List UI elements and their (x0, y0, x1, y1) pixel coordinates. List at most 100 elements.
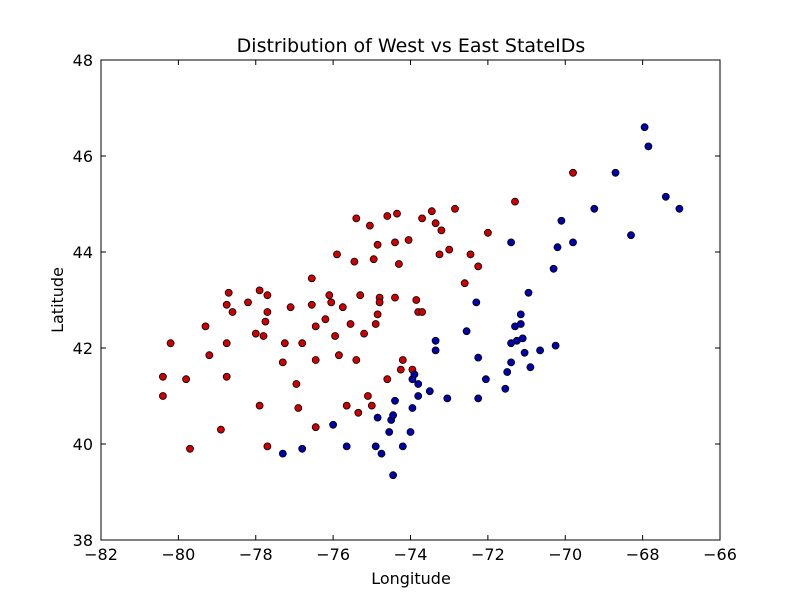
x-tick-label: −78 (239, 545, 273, 564)
data-point-blue (414, 392, 423, 400)
data-point-red (451, 204, 459, 213)
data-point-red (334, 351, 343, 360)
data-point-red (182, 375, 191, 384)
data-point-blue (481, 375, 490, 384)
data-point-red (435, 250, 444, 259)
data-point-blue (377, 449, 386, 458)
data-point-blue (644, 142, 653, 151)
data-point-red (331, 332, 340, 340)
data-point-blue (507, 358, 516, 367)
data-point-red (325, 291, 334, 300)
data-point-red (375, 298, 384, 307)
data-point-red (569, 168, 577, 177)
y-tick-label: 44 (73, 243, 93, 262)
data-point-red (373, 310, 382, 319)
data-point-red (186, 444, 194, 453)
data-point-red (280, 339, 289, 348)
data-point-blue (590, 204, 599, 213)
x-tick-label: −66 (703, 545, 737, 564)
data-point-blue (520, 348, 529, 357)
points-layer (158, 123, 684, 480)
y-tick-label: 42 (73, 339, 93, 358)
data-point-blue (329, 420, 338, 429)
data-point-red (286, 303, 295, 312)
data-point-blue (640, 123, 649, 132)
data-point-blue (371, 442, 380, 451)
data-point-red (311, 423, 320, 432)
data-point-blue (569, 238, 577, 247)
data-point-red (255, 401, 264, 410)
data-point-red (393, 209, 401, 218)
data-point-blue (278, 449, 287, 458)
data-point-red (511, 197, 519, 206)
x-tick-label: −70 (548, 545, 582, 564)
data-point-red (418, 308, 427, 316)
data-point-blue (627, 231, 635, 240)
data-point-blue (553, 243, 562, 252)
data-point-red (354, 408, 363, 417)
data-point-red (321, 315, 330, 324)
data-point-red (307, 300, 316, 309)
data-point-red (398, 356, 407, 364)
x-tick-label: −76 (316, 545, 350, 564)
data-point-blue (389, 471, 398, 480)
data-point-red (263, 442, 272, 451)
data-point-blue (391, 396, 399, 405)
x-axis: −82 −80 −78 −76 −74 −72 −70 −68 −66 (84, 60, 737, 564)
data-point-red (166, 339, 175, 348)
data-point-blue (431, 336, 440, 345)
data-point-blue (536, 346, 544, 355)
data-point-blue (557, 216, 566, 225)
data-point-red (222, 372, 231, 381)
data-point-red (278, 358, 287, 367)
data-point-red (342, 401, 351, 410)
x-tick-label: −72 (471, 545, 505, 564)
x-tick-label: −80 (161, 545, 195, 564)
x-tick-label: −74 (394, 545, 428, 564)
data-point-red (292, 380, 301, 388)
data-point-blue (408, 404, 417, 412)
data-point-red (259, 332, 268, 340)
data-point-blue (611, 168, 620, 177)
data-point-red (224, 288, 233, 297)
data-point-red (396, 365, 405, 374)
data-point-blue (472, 298, 481, 307)
data-point-red (222, 300, 231, 309)
data-point-blue (431, 346, 440, 355)
data-point-red (294, 404, 303, 412)
data-point-blue (503, 368, 512, 376)
data-point-blue (474, 394, 483, 403)
data-point-red (445, 245, 454, 254)
data-point-blue (298, 444, 307, 453)
data-point-red (158, 392, 167, 400)
data-point-red (205, 351, 214, 360)
data-point-red (311, 322, 320, 331)
data-point-red (158, 372, 167, 381)
data-point-red (352, 214, 361, 223)
data-point-red (251, 329, 260, 338)
data-point-red (338, 303, 347, 312)
data-point-red (360, 329, 369, 338)
data-point-blue (385, 428, 394, 436)
data-point-red (363, 392, 372, 400)
data-point-blue (425, 387, 434, 396)
data-point-red (327, 298, 336, 307)
plot-area-frame (100, 59, 721, 541)
data-point-red (427, 207, 436, 216)
data-point-red (367, 401, 376, 410)
x-tick-label: −82 (84, 545, 118, 564)
data-point-red (431, 219, 440, 228)
data-point-red (244, 298, 252, 307)
data-point-red (228, 308, 237, 316)
data-point-red (466, 250, 475, 259)
data-point-blue (406, 428, 415, 436)
data-point-red (352, 356, 361, 364)
y-tick-label: 38 (73, 531, 93, 550)
data-point-blue (462, 327, 471, 336)
data-point-blue (474, 353, 483, 362)
y-tick-label: 46 (73, 147, 93, 166)
data-point-red (263, 291, 272, 300)
data-point-red (356, 291, 365, 300)
data-point-blue (518, 334, 527, 343)
